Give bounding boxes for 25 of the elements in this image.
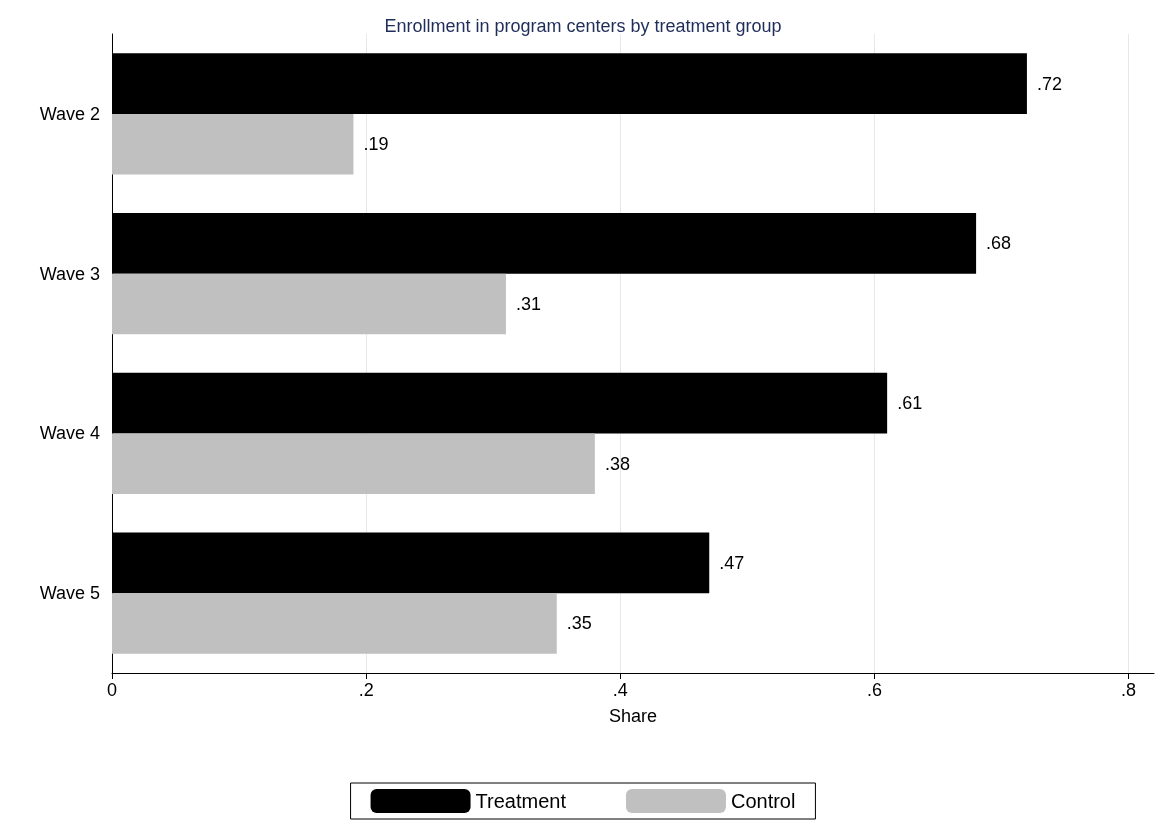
data-label: .68 bbox=[986, 233, 1012, 254]
x-tick-label: .8 bbox=[1121, 680, 1137, 700]
x-axis-title: Share bbox=[608, 706, 658, 726]
data-label: .38 bbox=[604, 453, 630, 474]
y-tick-label: Wave 3 bbox=[39, 263, 100, 284]
chart-title: Enrollment in program centers by treatment group bbox=[384, 16, 782, 36]
y-tick-label: Wave 4 bbox=[39, 423, 100, 444]
data-label: .35 bbox=[566, 613, 592, 634]
bar bbox=[112, 113, 354, 175]
data-label: .61 bbox=[897, 393, 923, 414]
x-tick-label: .4 bbox=[612, 680, 628, 700]
bar bbox=[112, 273, 506, 335]
data-label: .19 bbox=[363, 134, 389, 155]
data-label: .31 bbox=[515, 293, 541, 314]
data-label: .72 bbox=[1036, 73, 1062, 94]
x-tick-label: 0 bbox=[106, 680, 118, 700]
data-label: .47 bbox=[719, 552, 745, 573]
legend-label: Control bbox=[730, 790, 796, 812]
y-tick-label: Wave 2 bbox=[39, 103, 100, 124]
x-tick-label: .6 bbox=[866, 680, 882, 700]
bar bbox=[112, 593, 557, 654]
legend-label: Treatment bbox=[475, 790, 567, 812]
y-tick-label: Wave 5 bbox=[39, 583, 100, 604]
x-tick-label: .2 bbox=[358, 680, 374, 700]
bar bbox=[112, 433, 595, 495]
